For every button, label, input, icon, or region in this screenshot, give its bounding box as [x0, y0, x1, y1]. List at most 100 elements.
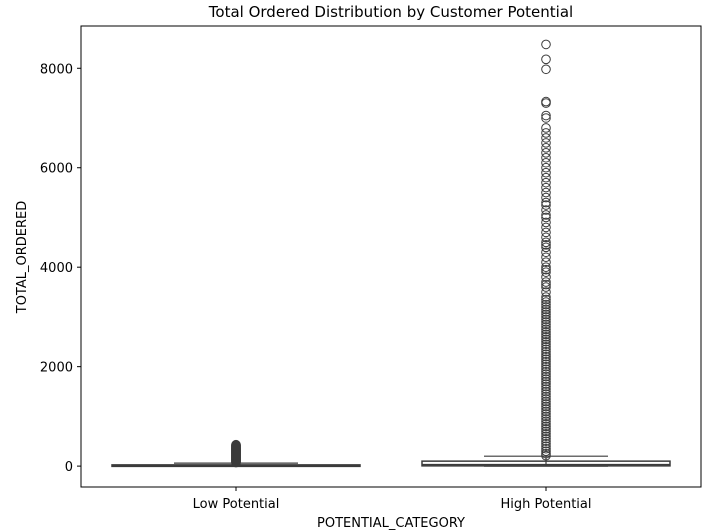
outlier-point: [541, 267, 551, 277]
outlier-point: [541, 212, 551, 223]
outlier-point: [541, 409, 551, 419]
outlier-point: [231, 439, 241, 450]
outlier-point: [541, 287, 551, 297]
outlier-point: [541, 299, 551, 310]
outlier-point: [541, 381, 551, 392]
outlier-point: [541, 294, 551, 305]
y-tick-label: 4000: [40, 261, 73, 276]
outlier-point: [541, 438, 551, 449]
outlier-point: [541, 336, 551, 347]
outlier-point: [541, 416, 551, 427]
plot-frame: [80, 25, 702, 488]
outlier-point: [541, 292, 551, 302]
outlier-point: [541, 349, 551, 360]
outlier-point: [541, 39, 551, 50]
outlier-point: [541, 282, 551, 292]
outlier-point: [541, 424, 551, 434]
outlier-point: [541, 401, 551, 412]
outlier-point: [541, 354, 551, 364]
outlier-point: [541, 123, 551, 133]
outlier-point: [541, 240, 551, 250]
outlier-point: [541, 162, 551, 173]
outlier-point: [541, 404, 551, 414]
outlier-point: [541, 366, 551, 377]
outlier-point: [541, 446, 551, 456]
outlier-point: [541, 399, 551, 409]
outlier-point: [541, 252, 551, 263]
plot-marks: [111, 39, 671, 468]
outlier-point: [541, 329, 551, 340]
y-axis-label: TOTAL_ORDERED: [15, 201, 30, 315]
outlier-point: [541, 441, 551, 452]
y-tick-label: 8000: [40, 62, 73, 77]
outlier-point: [541, 317, 551, 327]
outlier-point: [541, 312, 551, 322]
outlier-point: [541, 279, 551, 290]
outlier-point: [541, 334, 551, 345]
outlier-point: [541, 262, 551, 272]
outlier-point: [541, 200, 551, 210]
outlier-point: [541, 264, 551, 275]
outlier-point: [541, 386, 551, 397]
outlier-point: [541, 394, 551, 404]
x-tick-label: High Potential: [501, 497, 592, 512]
outlier-point: [541, 210, 551, 220]
outlier-point: [541, 113, 551, 123]
outlier-point: [541, 327, 551, 337]
x-axis-label: POTENTIAL_CATEGORY: [317, 516, 465, 530]
outlier-point: [541, 359, 551, 369]
outlier-point: [541, 322, 551, 332]
outlier-point: [541, 309, 551, 320]
outlier-point: [541, 222, 551, 233]
outlier-point: [541, 361, 551, 372]
outlier-point: [541, 364, 551, 374]
outlier-point: [541, 371, 551, 382]
outlier-point: [541, 64, 551, 75]
outlier-point: [541, 217, 551, 228]
outlier-point: [541, 431, 551, 442]
outlier-point: [541, 177, 551, 188]
outlier-point: [541, 436, 551, 447]
y-tick-label: 6000: [40, 162, 73, 177]
outlier-point: [541, 257, 551, 268]
box-group: [421, 39, 671, 467]
outlier-point: [541, 205, 551, 215]
x-axis: Low Potential High Potential: [193, 487, 592, 512]
outlier-point: [541, 419, 551, 429]
outlier-point: [541, 54, 551, 65]
outlier-point: [541, 324, 551, 335]
outlier-point: [541, 187, 551, 198]
box-iqr: [421, 460, 671, 467]
outlier-point: [541, 237, 551, 248]
outlier-point: [541, 197, 551, 208]
outlier-point: [541, 341, 551, 352]
outlier-point: [541, 351, 551, 362]
outlier-point: [541, 448, 551, 459]
outlier-point: [541, 374, 551, 384]
outlier-point: [541, 369, 551, 379]
y-tick-label: 2000: [40, 361, 73, 376]
outlier-point: [541, 391, 551, 402]
outlier-point: [541, 376, 551, 387]
outlier-point: [541, 302, 551, 312]
outlier-point: [541, 428, 551, 439]
outlier-point: [541, 247, 551, 258]
outlier-point: [541, 232, 551, 243]
outlier-point: [541, 307, 551, 317]
outlier-point: [541, 339, 551, 350]
outlier-point: [541, 297, 551, 307]
outlier-point: [541, 389, 551, 399]
outlier-point: [541, 133, 551, 143]
outlier-point: [541, 242, 551, 253]
outlier-point: [541, 411, 551, 422]
outlier-point: [541, 192, 551, 203]
chart-title: Total Ordered Distribution by Customer P…: [208, 3, 573, 21]
outlier-point: [541, 319, 551, 330]
outlier-point: [541, 167, 551, 178]
outlier-point: [541, 344, 551, 355]
outlier-point: [541, 272, 551, 282]
outlier-point: [541, 227, 551, 238]
outlier-point: [541, 143, 551, 153]
outlier-point: [541, 426, 551, 437]
